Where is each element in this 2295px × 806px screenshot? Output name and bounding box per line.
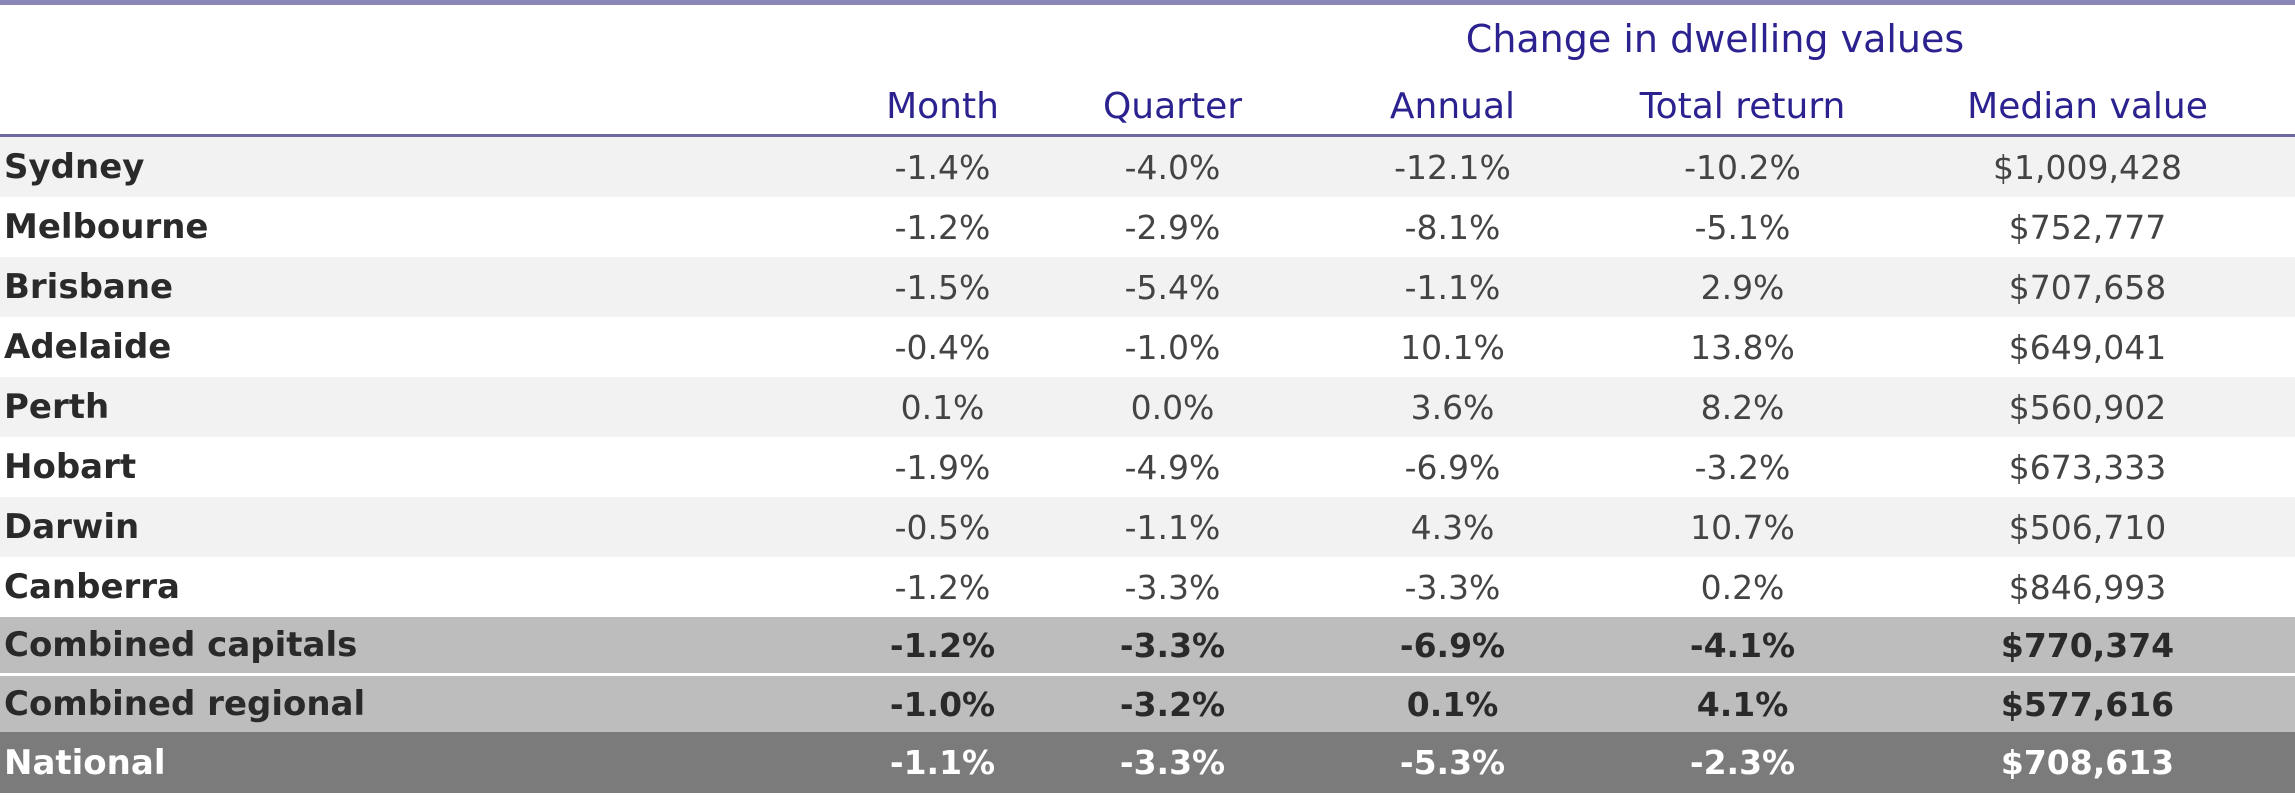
row-label: Adelaide [0,317,840,377]
row-label: Combined regional [0,673,840,732]
cell-median-value: $1,009,428 [1880,135,2295,197]
dwelling-values-table: Month Quarter Annual Total return Median… [0,78,2295,793]
cell-month: -1.5% [840,257,1045,317]
top-rule [0,0,2295,5]
table-row: Combined capitals -1.2% -3.3% -6.9% -4.1% $77… [0,617,2295,675]
cell-month: -0.5% [840,497,1045,557]
table-row: Canberra -1.2% -3.3% -3.3% 0.2% $846,993 [0,557,2295,617]
column-header-annual: Annual [1300,78,1605,137]
cell-month: -1.2% [840,617,1045,675]
cell-total-return: -10.2% [1605,135,1880,197]
cell-quarter: -1.1% [1045,497,1300,557]
cell-month: -1.9% [840,437,1045,497]
cell-month: -1.0% [840,673,1045,732]
cell-annual: -1.1% [1300,257,1605,317]
cell-median-value: $708,613 [1880,732,2295,793]
cell-month: -0.4% [840,317,1045,377]
cell-quarter: -5.4% [1045,257,1300,317]
cell-quarter: -4.9% [1045,437,1300,497]
table-row: Perth 0.1% 0.0% 3.6% 8.2% $560,902 [0,377,2295,437]
cell-annual: -6.9% [1300,437,1605,497]
column-header-row: Month Quarter Annual Total return Median… [0,78,2295,137]
cell-median-value: $649,041 [1880,317,2295,377]
table-row: Brisbane -1.5% -5.4% -1.1% 2.9% $707,658 [0,257,2295,317]
row-label: Brisbane [0,257,840,317]
row-label: Canberra [0,557,840,617]
table-row: Adelaide -0.4% -1.0% 10.1% 13.8% $649,041 [0,317,2295,377]
column-header-month: Month [840,78,1045,137]
cell-quarter: -2.9% [1045,197,1300,257]
cell-total-return: -2.3% [1605,732,1880,793]
region-column-header [0,78,840,137]
cell-annual: 3.6% [1300,377,1605,437]
cell-median-value: $560,902 [1880,377,2295,437]
cell-total-return: -3.2% [1605,437,1880,497]
cell-quarter: -3.2% [1045,673,1300,732]
cell-annual: -8.1% [1300,197,1605,257]
column-header-total-return: Total return [1605,78,1880,137]
cell-median-value: $770,374 [1880,617,2295,675]
cell-annual: -5.3% [1300,732,1605,793]
cell-total-return: 8.2% [1605,377,1880,437]
cell-annual: -12.1% [1300,135,1605,197]
row-label: Darwin [0,497,840,557]
table-title: Change in dwelling values [1465,17,1965,61]
row-label: Hobart [0,437,840,497]
cell-median-value: $846,993 [1880,557,2295,617]
row-label: Combined capitals [0,617,840,675]
cell-annual: 0.1% [1300,673,1605,732]
row-label: National [0,732,840,793]
table-row: Sydney -1.4% -4.0% -12.1% -10.2% $1,009,428 [0,135,2295,197]
cell-month: -1.1% [840,732,1045,793]
cell-median-value: $506,710 [1880,497,2295,557]
cell-quarter: -4.0% [1045,135,1300,197]
table-row: Darwin -0.5% -1.1% 4.3% 10.7% $506,710 [0,497,2295,557]
cell-quarter: -3.3% [1045,557,1300,617]
cell-quarter: -3.3% [1045,732,1300,793]
cell-median-value: $577,616 [1880,673,2295,732]
cell-month: 0.1% [840,377,1045,437]
table-row: National -1.1% -3.3% -5.3% -2.3% $708,613 [0,732,2295,793]
cell-total-return: 13.8% [1605,317,1880,377]
cell-median-value: $707,658 [1880,257,2295,317]
cell-total-return: 2.9% [1605,257,1880,317]
cell-quarter: 0.0% [1045,377,1300,437]
table-row: Melbourne -1.2% -2.9% -8.1% -5.1% $752,777 [0,197,2295,257]
cell-total-return: 4.1% [1605,673,1880,732]
table-body: Sydney -1.4% -4.0% -12.1% -10.2% $1,009,428 Me… [0,135,2295,793]
cell-total-return: -4.1% [1605,617,1880,675]
row-label: Perth [0,377,840,437]
cell-median-value: $673,333 [1880,437,2295,497]
cell-total-return: -5.1% [1605,197,1880,257]
row-label: Melbourne [0,197,840,257]
cell-annual: 10.1% [1300,317,1605,377]
column-header-quarter: Quarter [1045,78,1300,137]
cell-annual: 4.3% [1300,497,1605,557]
cell-median-value: $752,777 [1880,197,2295,257]
cell-annual: -6.9% [1300,617,1605,675]
cell-month: -1.2% [840,557,1045,617]
cell-annual: -3.3% [1300,557,1605,617]
column-header-median-value: Median value [1880,78,2295,137]
cell-month: -1.2% [840,197,1045,257]
table-row: Hobart -1.9% -4.9% -6.9% -3.2% $673,333 [0,437,2295,497]
cell-total-return: 10.7% [1605,497,1880,557]
cell-month: -1.4% [840,135,1045,197]
row-label: Sydney [0,135,840,197]
table-row: Combined regional -1.0% -3.2% 0.1% 4.1% $577,… [0,673,2295,732]
cell-total-return: 0.2% [1605,557,1880,617]
cell-quarter: -1.0% [1045,317,1300,377]
cell-quarter: -3.3% [1045,617,1300,675]
